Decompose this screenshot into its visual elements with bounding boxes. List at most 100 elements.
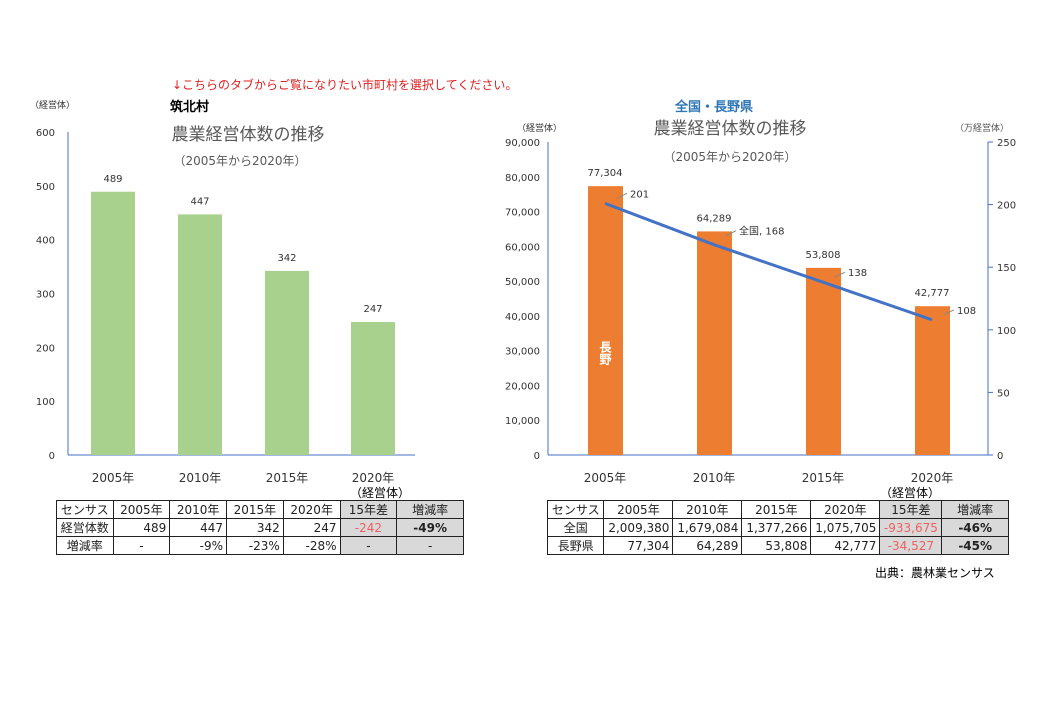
table-row: 経営体数 489 447 342 247 -242 -49% xyxy=(56,518,464,537)
table-cell: 全国 xyxy=(546,518,605,537)
table-cell: 342 xyxy=(226,518,284,537)
chart-title: 農業経営体数の推移 xyxy=(654,119,807,139)
table-cell: - xyxy=(339,536,398,555)
data-label: 342 xyxy=(277,253,296,264)
line-data-label: 108 xyxy=(957,306,976,317)
table-cell: 増減率 xyxy=(396,500,464,519)
bar-data-label: 42,777 xyxy=(915,288,950,299)
table-cell: 経営体数 xyxy=(56,518,114,537)
y-tick-label: 90,000 xyxy=(505,138,540,149)
y-tick-label: 40,000 xyxy=(505,312,540,323)
x-tick-label: 2020年 xyxy=(352,471,395,485)
y-tick-label: 70,000 xyxy=(505,208,540,219)
bar xyxy=(351,322,395,455)
table-cell: 2005年 xyxy=(112,500,171,519)
table-cell: 2,009,380 xyxy=(603,518,674,537)
y-tick-label: 500 xyxy=(36,182,55,193)
table-cell: 2005年 xyxy=(603,500,674,519)
data-label: 247 xyxy=(363,304,382,315)
bar xyxy=(806,267,841,455)
table-cell: 42,777 xyxy=(810,536,881,555)
table-cell: 2020年 xyxy=(810,500,881,519)
instruction-note: ↓こちらのタブからご覧になりたい市町村を選択してください。 xyxy=(172,78,518,92)
chart-subtitle: （2005年から2020年） xyxy=(663,150,796,164)
table-cell: 489 xyxy=(112,518,171,537)
line-data-label: 全国, 168 xyxy=(739,225,784,238)
table-cell: 447 xyxy=(169,518,228,537)
y-tick-label: 30,000 xyxy=(505,347,540,358)
bar xyxy=(91,191,135,455)
y-tick-label: 10,000 xyxy=(505,416,540,427)
bar xyxy=(697,231,732,455)
table-cell: 長野県 xyxy=(546,536,605,555)
x-tick-label: 2005年 xyxy=(92,471,135,485)
bar-data-label: 53,808 xyxy=(806,250,841,261)
y-tick-label: 80,000 xyxy=(505,173,540,184)
y-tick-label: 50,000 xyxy=(505,277,540,288)
table-cell: 1,377,266 xyxy=(741,518,812,537)
table-cell: 1,075,705 xyxy=(810,518,881,537)
national-prefecture-table: センサス 2005年 2010年 2015年 2020年 15年差 増減率 全国 2,009,3… xyxy=(546,500,1009,555)
x-tick-label: 2015年 xyxy=(266,471,309,485)
table-cell: -34,527 xyxy=(879,536,943,555)
table-header: センサス 2005年 2010年 2015年 2020年 15年差 増減率 xyxy=(546,500,1009,519)
x-tick-label: 2005年 xyxy=(584,471,627,485)
bar xyxy=(265,270,309,455)
series-label-nagano: 長野 xyxy=(598,340,612,366)
y-tick-label: 60,000 xyxy=(505,242,540,253)
y2-tick-label: 250 xyxy=(997,138,1016,149)
chart-title: 農業経営体数の推移 xyxy=(172,125,325,145)
y2-tick-label: 0 xyxy=(997,451,1003,462)
table-row: 長野県 77,304 64,289 53,808 42,777 -34,527 -45% xyxy=(546,536,1009,555)
table-cell: 53,808 xyxy=(741,536,812,555)
bar xyxy=(178,214,222,455)
chart-subtitle: （2005年から2020年） xyxy=(173,154,306,168)
leader-line xyxy=(834,271,846,278)
right-table-unit: （経営体） xyxy=(880,486,941,500)
table-cell: -9% xyxy=(169,536,228,555)
x-tick-label: 2015年 xyxy=(802,471,845,485)
table-cell: - xyxy=(396,536,464,555)
data-label: 489 xyxy=(103,174,122,185)
table-cell: -46% xyxy=(941,518,1009,537)
y-tick-label: 200 xyxy=(36,343,55,354)
table-cell: 1,679,084 xyxy=(672,518,743,537)
table-cell: 15年差 xyxy=(339,500,398,519)
leader-line xyxy=(725,230,737,237)
table-cell: -45% xyxy=(941,536,1009,555)
left-table-unit: （経営体） xyxy=(350,486,411,500)
y2-tick-label: 50 xyxy=(997,388,1010,399)
bar xyxy=(588,186,623,455)
y-tick-label: 300 xyxy=(36,290,55,301)
y2-tick-label: 200 xyxy=(997,201,1016,212)
national-line xyxy=(604,201,933,322)
y-tick-label: 20,000 xyxy=(505,381,540,392)
table-cell: -49% xyxy=(396,518,464,537)
source-note: 出典：農林業センサス xyxy=(875,566,995,580)
table-cell: 77,304 xyxy=(603,536,674,555)
table-cell: -23% xyxy=(226,536,284,555)
table-cell: センサス xyxy=(56,500,114,519)
y2-tick-label: 150 xyxy=(997,263,1016,274)
y-tick-label: 400 xyxy=(36,236,55,247)
y2-tick-label: 100 xyxy=(997,326,1016,337)
leader-line xyxy=(943,309,955,316)
table-cell: 64,289 xyxy=(672,536,743,555)
table-cell: 増減率 xyxy=(56,536,114,555)
table-cell: センサス xyxy=(546,500,605,519)
table-cell: 増減率 xyxy=(941,500,1009,519)
bar-data-label: 64,289 xyxy=(697,213,732,224)
leader-line xyxy=(616,192,628,199)
y-tick-label: 0 xyxy=(534,451,540,462)
x-tick-label: 2010年 xyxy=(179,471,222,485)
y-axis-label: （経営体） xyxy=(30,99,75,111)
y-tick-label: 0 xyxy=(49,451,55,462)
region-heading: 全国・長野県 xyxy=(675,100,754,115)
table-cell: 2015年 xyxy=(741,500,812,519)
table-header: センサス 2005年 2010年 2015年 2020年 15年差 増減率 xyxy=(56,500,464,519)
table-cell: -242 xyxy=(339,518,398,537)
bar-data-label: 77,304 xyxy=(588,168,623,179)
